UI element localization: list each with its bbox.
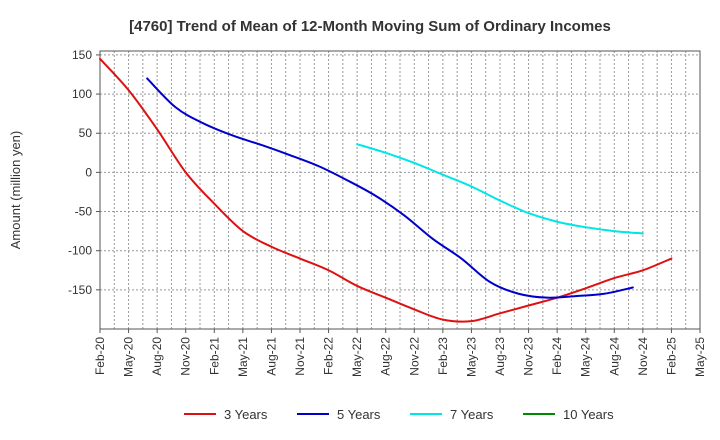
plot-border bbox=[99, 50, 701, 330]
x-tick-label: May-22 bbox=[350, 337, 364, 377]
legend-label-3-years: 3 Years bbox=[224, 407, 268, 422]
y-tick-label: 150 bbox=[72, 48, 92, 62]
x-tick-label: Aug-21 bbox=[264, 337, 278, 376]
y-axis: 150 100 50 0 -50 -100 -150 bbox=[68, 48, 100, 297]
x-tick-label: Aug-20 bbox=[150, 337, 164, 376]
x-tick-label: May-23 bbox=[464, 337, 478, 377]
x-tick-label: Feb-22 bbox=[322, 337, 336, 375]
series-lines bbox=[99, 57, 673, 323]
x-tick-label: Aug-24 bbox=[607, 337, 621, 376]
y-tick-label: -50 bbox=[75, 205, 93, 219]
y-tick-label: -100 bbox=[68, 244, 92, 258]
x-tick-label: May-25 bbox=[693, 337, 707, 377]
legend-label-5-years: 5 Years bbox=[337, 407, 381, 422]
x-tick-label: May-21 bbox=[236, 337, 250, 377]
y-axis-label: Amount (million yen) bbox=[8, 131, 23, 250]
series-line-3-years bbox=[99, 57, 673, 323]
chart-title: [4760] Trend of Mean of 12-Month Moving … bbox=[129, 18, 611, 35]
x-tick-label: Aug-23 bbox=[493, 337, 507, 376]
y-tick-label: -150 bbox=[68, 283, 92, 297]
x-tick-label: Nov-21 bbox=[293, 337, 307, 376]
legend-label-7-years: 7 Years bbox=[450, 407, 494, 422]
x-tick-label: Feb-24 bbox=[550, 337, 564, 375]
x-tick-label: Aug-22 bbox=[379, 337, 393, 376]
x-axis: Feb-20 May-20 Aug-20 Nov-20 Feb-21 May-21 Aug-… bbox=[93, 329, 707, 377]
y-tick-label: 100 bbox=[72, 87, 92, 101]
x-tick-label: May-20 bbox=[122, 337, 136, 377]
x-tick-label: Nov-22 bbox=[407, 337, 421, 376]
x-tick-label: Feb-21 bbox=[207, 337, 221, 375]
x-tick-label: Nov-24 bbox=[636, 337, 650, 376]
x-tick-label: Nov-23 bbox=[522, 337, 536, 376]
legend: 3 Years 5 Years 7 Years 10 Years bbox=[184, 407, 614, 422]
grid bbox=[100, 51, 700, 329]
legend-label-10-years: 10 Years bbox=[563, 407, 614, 422]
y-tick-label: 0 bbox=[85, 165, 92, 179]
x-tick-label: Feb-20 bbox=[93, 337, 107, 375]
x-tick-label: Feb-25 bbox=[664, 337, 678, 375]
series-line-7-years bbox=[356, 143, 644, 235]
x-tick-label: May-24 bbox=[579, 337, 593, 377]
y-tick-label: 50 bbox=[79, 126, 93, 140]
series-line-5-years bbox=[146, 77, 634, 299]
x-tick-label: Nov-20 bbox=[179, 337, 193, 376]
x-tick-label: Feb-23 bbox=[436, 337, 450, 375]
